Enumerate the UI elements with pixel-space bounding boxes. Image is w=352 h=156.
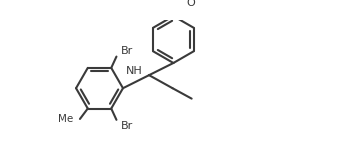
Text: Br: Br	[121, 46, 133, 56]
Text: O: O	[187, 0, 195, 8]
Text: NH: NH	[126, 66, 143, 76]
Text: Br: Br	[121, 121, 133, 131]
Text: Me: Me	[58, 114, 73, 124]
